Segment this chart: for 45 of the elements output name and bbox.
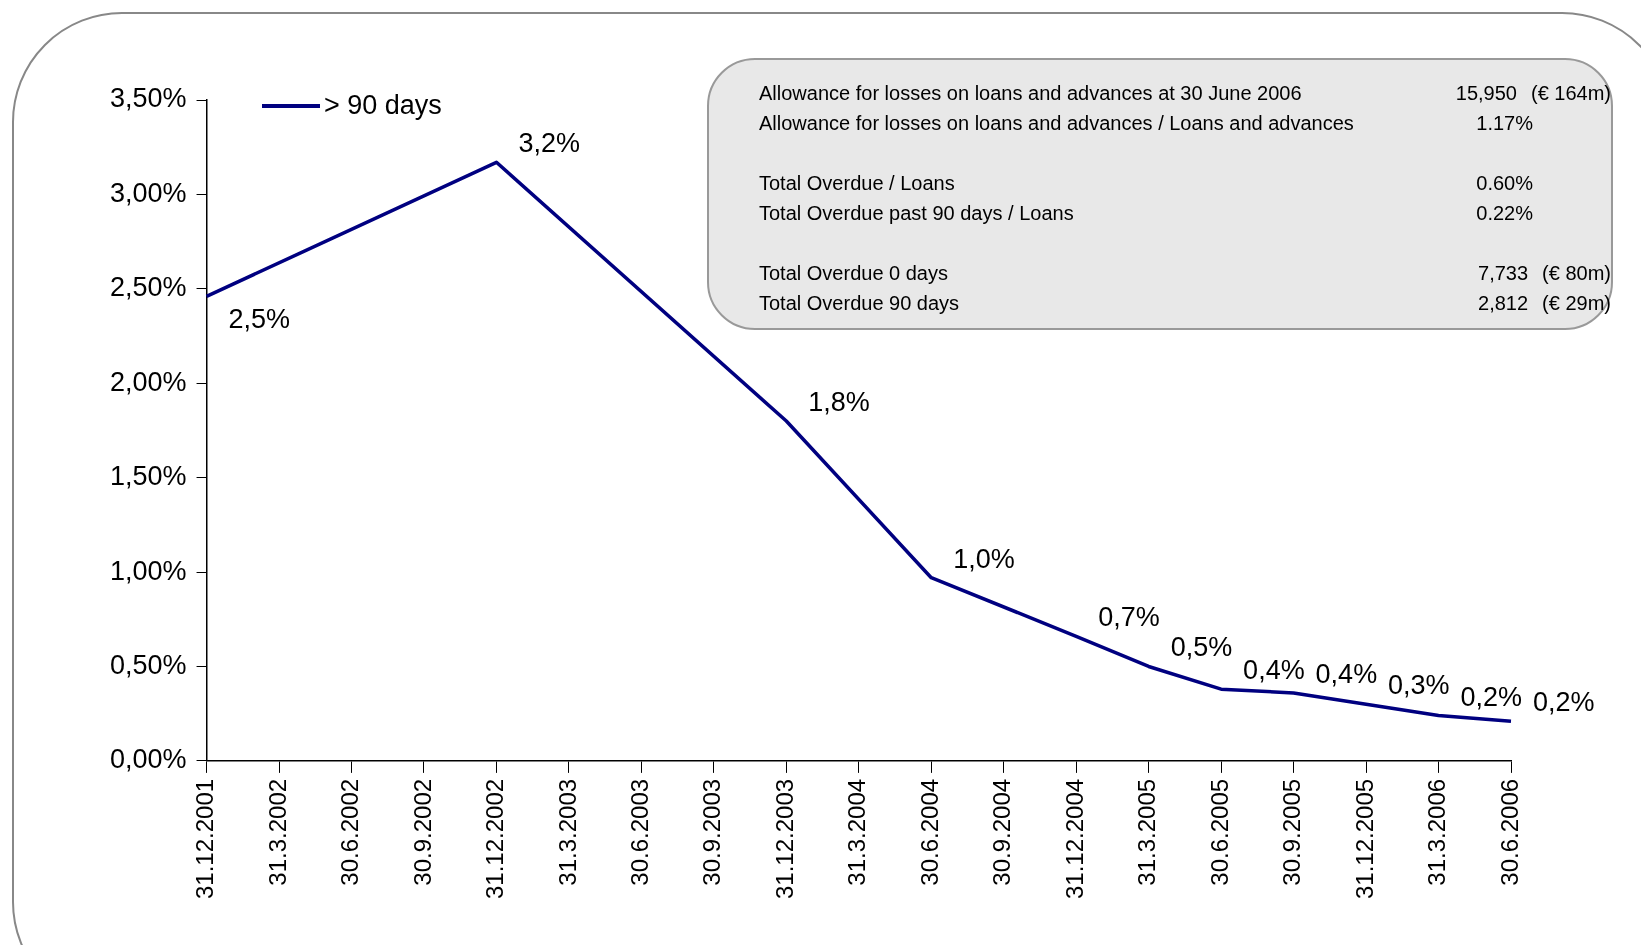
x-tick-label: 31.3.2002 — [263, 778, 291, 886]
x-tick-label: 30.6.2003 — [626, 778, 653, 886]
x-tick-label: 30.6.2004 — [915, 778, 943, 886]
x-tick-label: 30.9.2004 — [988, 778, 1016, 886]
y-tick-label: 1,50% — [109, 461, 187, 492]
x-tick-label: 30.6.2002 — [336, 778, 364, 886]
data-label: 0,3% — [1388, 670, 1450, 701]
y-tick-label: 2,50% — [109, 272, 187, 303]
x-tick-label: 31.12.2003 — [770, 778, 798, 900]
x-tick-label: 31.12.2005 — [1350, 778, 1378, 900]
data-label: 3,2% — [518, 128, 580, 159]
y-tick-label: 3,50% — [109, 83, 187, 114]
x-tick-label: 31.12.2002 — [481, 778, 509, 900]
text: Total Overdue 90 days 2,812 (€ 29m) — [759, 292, 1611, 314]
data-label: 0,7% — [1098, 602, 1160, 633]
text: Total Overdue past 90 days / Loans 0.22% — [759, 202, 1533, 224]
y-tick-label: 2,00% — [109, 366, 187, 397]
legend-label: > 90 days — [324, 90, 442, 121]
data-label: 0,4% — [1243, 655, 1305, 686]
x-tick-label: 30.9.2002 — [408, 778, 436, 886]
x-tick-label: 31.3.2005 — [1133, 778, 1161, 886]
text: Total Overdue / Loans 0.60% — [759, 172, 1533, 194]
x-tick-label: 30.9.2005 — [1278, 778, 1306, 886]
text: Allowance for losses on loans and advances at 30 June 2006 15,950 (€ 164m) — [759, 82, 1611, 104]
data-label: 0,4% — [1315, 658, 1378, 689]
x-tick-label: 31.3.2004 — [843, 778, 871, 886]
y-tick-label: 3,00% — [109, 177, 187, 208]
x-tick-label: 30.6.2005 — [1205, 778, 1233, 886]
text: Total Overdue 0 days 7,733 (€ 80m) — [759, 262, 1611, 284]
x-tick-label: 31.12.2004 — [1060, 778, 1088, 900]
y-tick-label: 0,50% — [109, 649, 187, 680]
data-label: 0,2% — [1460, 681, 1523, 712]
data-label: 0,2% — [1533, 687, 1595, 718]
x-tick-label: 31.3.2003 — [553, 778, 581, 886]
y-tick-label: 1,00% — [109, 555, 187, 586]
x-tick-label: 31.12.2001 — [191, 778, 219, 900]
x-tick-label: 30.9.2003 — [698, 778, 726, 886]
y-tick-label: 0,00% — [109, 744, 187, 775]
data-label: 2,5% — [228, 304, 291, 335]
x-tick-label: 31.3.2006 — [1423, 778, 1451, 886]
data-label: 1,0% — [953, 543, 1015, 574]
text: Allowance for losses on loans and advances / Loans and advances 1.17% — [759, 112, 1533, 134]
data-label: 0,5% — [1170, 632, 1233, 663]
data-label: 1,8% — [808, 387, 870, 417]
x-tick-label: 30.6.2006 — [1495, 778, 1523, 886]
